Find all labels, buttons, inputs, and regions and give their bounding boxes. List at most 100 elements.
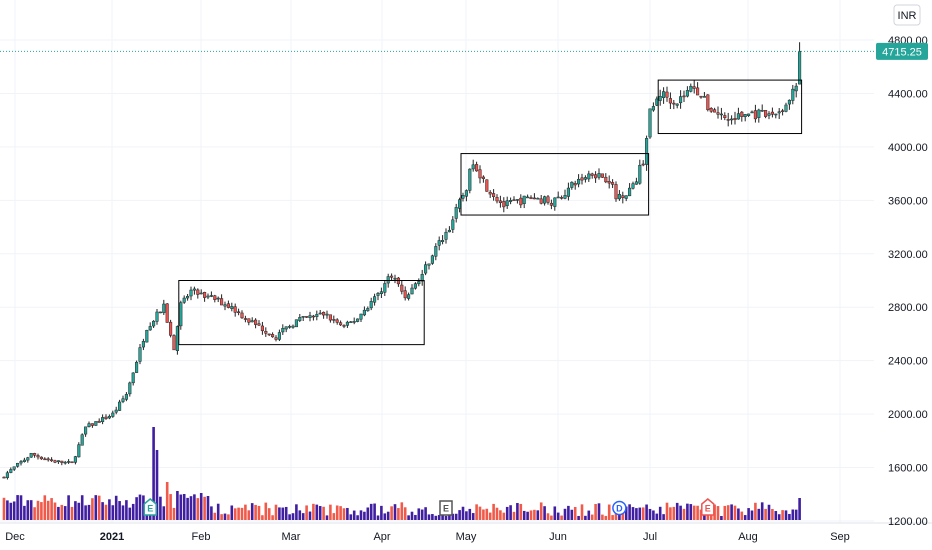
candle-body <box>665 91 669 98</box>
volume-bar <box>318 506 322 520</box>
price-tick-label: 2000.00 <box>888 409 928 421</box>
candle-body <box>240 312 244 319</box>
volume-bar <box>434 515 438 520</box>
candle-body <box>522 195 526 204</box>
candle-body <box>50 459 54 462</box>
time-tick-label: 2021 <box>100 531 124 543</box>
svg-text:D: D <box>616 504 623 514</box>
price-tick-label: 4400.00 <box>888 88 928 100</box>
volume-bar <box>342 508 346 520</box>
candle-body <box>383 283 387 293</box>
candle-body <box>379 291 383 295</box>
volume-bars <box>2 427 801 520</box>
currency-button[interactable]: INR <box>893 4 921 26</box>
volume-bar <box>777 514 781 520</box>
volume-bar <box>50 498 53 520</box>
candle-body <box>107 415 111 419</box>
volume-bar <box>526 511 529 520</box>
volume-bar <box>556 512 560 520</box>
candle-body <box>410 287 414 295</box>
price-axis[interactable]: 1200.00 1600.00 2000.00 2400.00 2800.00 3200.… <box>888 35 928 528</box>
candle-body <box>515 199 519 201</box>
candle-body <box>668 98 672 104</box>
candle-body <box>376 293 380 296</box>
volume-bar <box>529 510 533 520</box>
candle-body <box>294 319 298 328</box>
volume-bar <box>97 495 101 520</box>
volume-bar <box>567 505 570 520</box>
candle-body <box>777 111 781 114</box>
volume-bar <box>393 504 397 520</box>
volume-bar <box>488 512 492 520</box>
candle-body <box>566 187 570 197</box>
earnings-marker[interactable]: E <box>143 498 157 516</box>
consolidation-box[interactable] <box>460 153 650 216</box>
candle-body <box>407 294 411 299</box>
candle-body <box>747 113 751 116</box>
time-axis[interactable]: Dec 2021 Feb Mar Apr May Jun Jul Aug Sep <box>5 531 850 543</box>
consolidation-box[interactable] <box>657 79 803 135</box>
candle-body <box>417 281 421 285</box>
candle-body <box>203 292 207 298</box>
dividend-marker[interactable]: D <box>612 500 627 516</box>
candle-body <box>781 110 785 112</box>
volume-bar <box>335 505 339 520</box>
candle-body <box>539 198 543 204</box>
earnings-marker[interactable]: E <box>439 500 453 516</box>
price-tick-label: 2400.00 <box>888 356 928 368</box>
candle-body <box>77 444 81 458</box>
volume-bar <box>726 505 730 520</box>
volume-bar <box>757 508 761 520</box>
candle-body <box>553 197 557 207</box>
candle-body <box>111 412 115 417</box>
candle-body <box>509 200 513 202</box>
volume-bar <box>604 515 608 520</box>
candle-body <box>138 347 142 362</box>
volume-bar <box>67 495 70 520</box>
candle-body <box>209 295 213 297</box>
volume-bar <box>80 495 84 520</box>
volume-bar <box>590 514 594 520</box>
volume-bar <box>196 498 200 520</box>
grid-lines <box>0 0 932 524</box>
candle-body <box>53 460 57 463</box>
candle-body <box>461 195 465 199</box>
price-tick-label: 3600.00 <box>888 195 928 207</box>
consolidation-box[interactable] <box>178 280 425 346</box>
candle-body <box>80 434 84 446</box>
earnings-marker[interactable]: E <box>701 498 715 516</box>
volume-bar <box>230 505 234 520</box>
candle-body <box>67 461 71 463</box>
candle-body <box>434 246 438 257</box>
candle-body <box>641 163 645 166</box>
candle-body <box>233 306 237 313</box>
candle-body <box>420 274 424 282</box>
volume-bar <box>29 500 33 520</box>
candle-body <box>359 313 363 320</box>
candle-body <box>767 113 771 116</box>
candle-body <box>315 314 319 317</box>
candle-body <box>689 85 693 92</box>
candle-body <box>291 325 295 328</box>
volume-bar <box>159 496 162 520</box>
candle-body <box>400 284 404 292</box>
volume-bar <box>624 506 628 520</box>
candle-body <box>373 296 377 303</box>
candle-body <box>393 277 397 280</box>
volume-bar <box>475 504 478 520</box>
volume-bar <box>594 503 597 520</box>
currency-label[interactable]: INR <box>898 10 917 22</box>
volume-bar <box>655 513 659 520</box>
candle-body <box>750 111 754 114</box>
candle-body <box>753 110 757 120</box>
candle-body <box>192 288 196 291</box>
candle-body <box>679 96 683 104</box>
candle-body <box>536 197 540 200</box>
volume-bar <box>754 502 757 520</box>
volume-bar <box>597 503 601 520</box>
volume-bar <box>747 508 750 520</box>
volume-bar <box>125 500 128 520</box>
volume-bar <box>308 511 312 520</box>
volume-bar <box>356 515 359 520</box>
